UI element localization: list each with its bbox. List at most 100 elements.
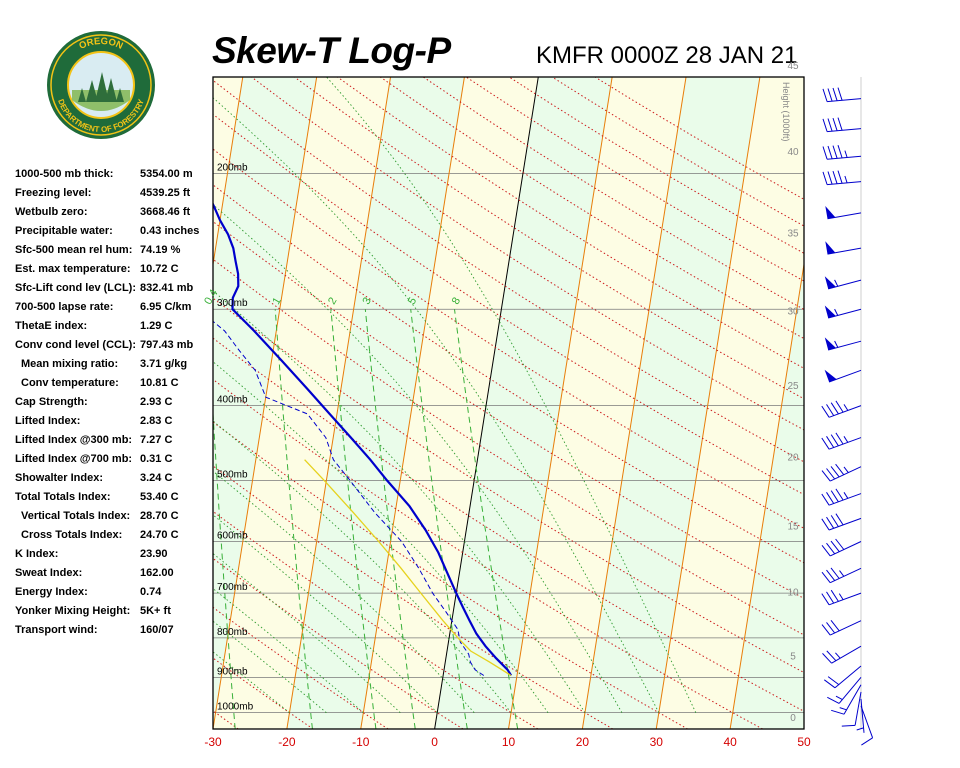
- wind-barb-flag: [837, 87, 843, 101]
- stat-value: 3668.46 ft: [140, 206, 191, 218]
- wind-barb: [824, 305, 862, 319]
- wind-barb-half-flag: [844, 175, 848, 184]
- isotherm-band: [582, 77, 760, 729]
- wind-barb: [822, 117, 862, 133]
- wind-barb: [821, 619, 862, 636]
- wind-barb-flag: [822, 146, 828, 160]
- mixing-ratio-label: 8: [450, 295, 463, 306]
- x-tick-label: 50: [797, 735, 811, 749]
- stat-value: 1.29 C: [140, 320, 173, 332]
- dry-adiabat-line: [213, 606, 389, 729]
- wind-barb-staff: [829, 541, 862, 557]
- stat-row: 1000-500 mb thick: 5354.00 m: [15, 168, 215, 187]
- wind-barb-flag: [822, 118, 828, 132]
- wind-barb-half-flag: [856, 727, 864, 731]
- isotherm-line: [729, 261, 804, 729]
- wind-barb-staff: [860, 698, 865, 733]
- stat-label: Energy Index:: [15, 586, 88, 598]
- moist-adiabat-line: [213, 651, 290, 714]
- stat-label: Cross Totals Index:: [21, 529, 123, 541]
- stat-label: ThetaE index:: [15, 320, 88, 332]
- wind-barb-flag: [821, 405, 830, 418]
- isotherm-band: [656, 77, 804, 729]
- wind-barb-flag: [821, 571, 831, 584]
- wind-barb-flag: [837, 117, 843, 131]
- pressure-label: 300mb: [217, 298, 248, 309]
- wind-barb: [825, 206, 862, 220]
- stat-row: 700-500 lapse rate: 6.95 C/km: [15, 301, 215, 320]
- stat-value: 0.31 C: [140, 453, 173, 465]
- height-tick-label: 10: [787, 588, 799, 599]
- stat-value: 53.40 C: [140, 491, 179, 503]
- wind-barb-flag: [827, 145, 833, 159]
- wind-barb-flag: [835, 538, 845, 550]
- wind-barb-flag: [832, 117, 838, 131]
- height-tick-label: 35: [787, 228, 799, 239]
- oregon-department-of-forestry-logo: OREGON DEPARTMENT OF FORESTRY: [47, 31, 155, 139]
- wind-barb-half-flag: [843, 436, 849, 443]
- stat-value: 797.43 mb: [140, 339, 194, 351]
- wind-barb-flag: [826, 622, 836, 634]
- stat-row: Total Totals Index: 53.40 C: [15, 491, 215, 510]
- wind-barb-flag: [821, 544, 831, 557]
- stat-row: K Index: 23.90: [15, 548, 215, 567]
- wind-barb: [821, 400, 862, 418]
- parcel-trace: [304, 459, 512, 677]
- stat-value: 832.41 mb: [140, 282, 194, 294]
- wind-barb-half-flag: [834, 340, 839, 348]
- mixing-ratio-line: [364, 309, 416, 729]
- wind-barb-staff: [829, 620, 862, 636]
- stat-row: Precipitable water: 0.43 inches: [15, 225, 215, 244]
- stat-row: Vertical Totals Index: 28.70 C: [15, 510, 215, 529]
- wind-barb-flag: [826, 542, 836, 555]
- wind-barb: [831, 684, 862, 715]
- stat-value: 2.93 C: [140, 396, 173, 408]
- mixing-ratio-label: 3: [361, 295, 374, 306]
- wind-barb-flag: [832, 87, 838, 101]
- stat-row: Lifted Index @700 mb: 0.31 C: [15, 453, 215, 472]
- isotherm-band: [286, 77, 465, 729]
- wind-barb-staff: [828, 592, 862, 606]
- stat-row: ThetaE index: 1.29 C: [15, 320, 215, 339]
- wind-barb: [822, 645, 862, 664]
- dry-adiabat-line: [213, 465, 614, 729]
- mixing-ratio-line: [330, 309, 377, 729]
- wind-barb-flag: [821, 624, 831, 636]
- wind-barb-staff: [828, 493, 862, 506]
- plot-frame: [212, 76, 805, 730]
- stat-label: Sfc-Lift cond lev (LCL):: [15, 282, 136, 294]
- stat-label: 700-500 lapse rate:: [15, 301, 114, 313]
- pressure-label: 500mb: [217, 469, 248, 480]
- wind-barb: [821, 463, 862, 482]
- wind-barb-half-flag: [838, 593, 844, 600]
- wind-barb: [824, 665, 862, 689]
- wind-barb: [856, 698, 865, 733]
- stat-value: 2.83 C: [140, 415, 173, 427]
- wind-barb-half-flag: [843, 466, 849, 473]
- wind-barb-flag: [835, 463, 845, 476]
- stat-row: Showalter Index: 3.24 C: [15, 472, 215, 491]
- wind-barb-flag: [830, 567, 840, 579]
- dry-adiabat-line: [213, 184, 804, 564]
- pressure-label: 200mb: [217, 162, 248, 173]
- wind-barb-flag: [826, 516, 835, 529]
- wind-barb: [821, 432, 862, 450]
- wind-barb-flag: [826, 436, 835, 448]
- wind-barb: [822, 145, 862, 160]
- wind-barb-flag: [841, 724, 856, 727]
- wind-barb: [860, 705, 874, 746]
- wind-barb: [821, 589, 862, 606]
- height-tick-label: 45: [787, 61, 799, 72]
- isotherm-line: [581, 77, 687, 729]
- stat-value: 162.00: [140, 567, 174, 579]
- dry-adiabat-line: [213, 510, 539, 729]
- stat-value: 0.74: [140, 586, 162, 598]
- stat-label: Lifted Index @700 mb:: [15, 453, 133, 465]
- wind-barb-flag: [830, 434, 839, 447]
- stat-label: K Index:: [15, 548, 59, 560]
- moist-adiabat-line: [213, 420, 512, 713]
- stat-value: 10.72 C: [140, 263, 179, 275]
- wind-barb: [824, 276, 862, 290]
- dry-adiabat-line: [213, 337, 804, 712]
- stat-value: 23.90: [140, 548, 168, 560]
